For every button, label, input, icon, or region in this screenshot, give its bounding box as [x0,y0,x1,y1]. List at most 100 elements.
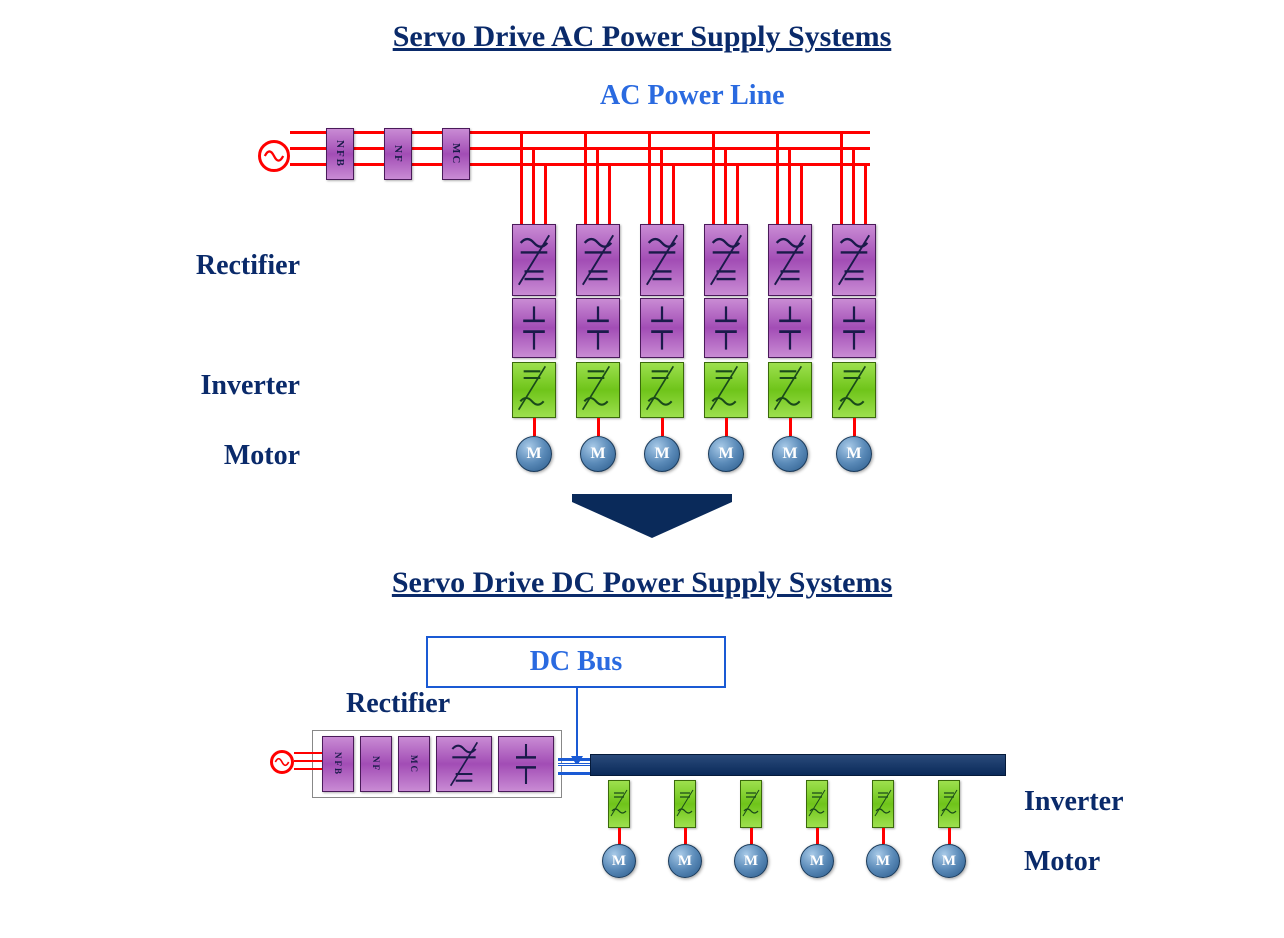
ac-rectifier-label: Rectifier [120,250,300,282]
ac-motor-icon: M [644,436,680,472]
dc-inverter-block [608,780,630,828]
ac-motor-icon: M [580,436,616,472]
dc-input-block-label: MC [409,755,419,774]
ac-drop-line [724,147,727,224]
dc-input-block-label: NFB [333,752,343,776]
dc-input-block: NFB [322,736,354,792]
ac-input-block-label: MC [450,143,462,165]
ac-drop-line [584,131,587,224]
dc-input-block-label: NF [371,756,381,772]
dc-inverter-label: Inverter [1024,786,1124,818]
dc-motor-line [882,828,885,844]
ac-rectifier-block [512,224,556,296]
dc-inverter-block [806,780,828,828]
dc-ac-source-icon [270,750,294,774]
dc-ac-input-line [294,768,322,770]
dc-bus-box: DC Bus [426,636,726,688]
ac-inverter-block [576,362,620,418]
dc-inverter-block [740,780,762,828]
ac-power-line-label: AC Power Line [600,80,785,112]
ac-input-block-label: NF [392,145,404,164]
ac-drop-line [776,131,779,224]
ac-dc-link-block [512,298,556,358]
dc-rail [590,754,1006,776]
ac-source-icon [258,140,290,172]
ac-drop-line [712,131,715,224]
ac-drop-line [864,163,867,224]
ac-dc-link-block [704,298,748,358]
dc-rectifier-label: Rectifier [346,688,450,720]
ac-dc-link-block [768,298,812,358]
dc-motor-line [684,828,687,844]
ac-title: Servo Drive AC Power Supply Systems [0,20,1284,54]
dc-motor-icon: M [668,844,702,878]
dc-motor-icon: M [866,844,900,878]
ac-drop-line [520,131,523,224]
ac-dc-link-block [640,298,684,358]
ac-drop-line [736,163,739,224]
ac-inverter-block [704,362,748,418]
ac-drop-line [544,163,547,224]
ac-drop-line [852,147,855,224]
ac-drop-line [840,131,843,224]
dc-motor-icon: M [800,844,834,878]
ac-inverter-block [768,362,812,418]
ac-input-block: NF [384,128,412,180]
ac-rectifier-block [576,224,620,296]
transition-arrow-head [572,502,732,538]
ac-motor-line [853,418,856,436]
dc-inverter-block [674,780,696,828]
dc-bus-arrow-line [576,688,578,756]
ac-dc-link-block [576,298,620,358]
ac-motor-line [597,418,600,436]
dc-inverter-block [872,780,894,828]
ac-rectifier-block [640,224,684,296]
ac-motor-line [725,418,728,436]
ac-phase-line [290,147,870,150]
dc-ac-input-line [294,760,322,762]
dc-title: Servo Drive DC Power Supply Systems [0,566,1284,600]
ac-motor-label: Motor [120,440,300,472]
dc-motor-line [816,828,819,844]
ac-motor-line [661,418,664,436]
ac-rectifier-block [704,224,748,296]
dc-input-block: MC [398,736,430,792]
ac-inverter-label: Inverter [120,370,300,402]
ac-dc-link-block [832,298,876,358]
dc-motor-icon: M [602,844,636,878]
dc-motor-line [618,828,621,844]
ac-input-block: NFB [326,128,354,180]
dc-ac-input-line [294,752,322,754]
dc-link-line-inner [558,763,590,766]
ac-inverter-block [832,362,876,418]
ac-drop-line [532,147,535,224]
dc-motor-icon: M [734,844,768,878]
ac-input-block: MC [442,128,470,180]
ac-drop-line [788,147,791,224]
dc-motor-icon: M [932,844,966,878]
transition-arrow-stem [572,494,732,502]
ac-rectifier-block [832,224,876,296]
dc-input-block: NF [360,736,392,792]
ac-phase-line [290,163,870,166]
ac-drop-line [648,131,651,224]
dc-motor-label: Motor [1024,846,1100,878]
ac-rectifier-block [768,224,812,296]
dc-converter-block [436,736,492,792]
dc-motor-line [948,828,951,844]
ac-motor-icon: M [516,436,552,472]
ac-motor-icon: M [708,436,744,472]
dc-motor-line [750,828,753,844]
ac-drop-line [660,147,663,224]
dc-link-line [558,772,590,775]
ac-motor-icon: M [772,436,808,472]
ac-input-block-label: NFB [334,140,346,168]
dc-link-line [558,758,590,761]
ac-motor-line [789,418,792,436]
ac-motor-line [533,418,536,436]
ac-inverter-block [512,362,556,418]
ac-drop-line [596,147,599,224]
ac-motor-icon: M [836,436,872,472]
ac-phase-line [290,131,870,134]
dc-cap-block [498,736,554,792]
